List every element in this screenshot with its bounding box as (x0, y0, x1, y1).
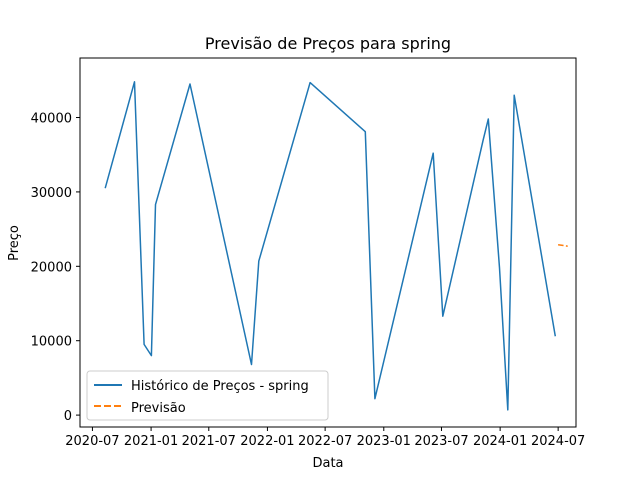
x-tick-label: 2022-01 (240, 434, 294, 449)
series-line-forecast (557, 243, 568, 247)
plot-frame (79, 57, 577, 428)
y-tick-label: 10000 (31, 335, 72, 350)
y-tick-label: 20000 (31, 260, 72, 275)
x-tick-label: 2023-01 (357, 434, 411, 449)
legend: Histórico de Preços - spring Previsão (86, 370, 329, 421)
x-tick-label: 2024-07 (531, 434, 585, 449)
x-axis-label: Data (312, 456, 343, 471)
x-axis-ticks: 2020-07 2021-01 2021-07 2022-01 2022-07 2023-… (65, 427, 585, 449)
legend-label-history: Histórico de Preços - spring (131, 379, 309, 394)
plot-area (80, 58, 576, 427)
x-tick-label: 2022-07 (298, 434, 352, 449)
y-axis-ticks: 0 10000 20000 30000 40000 (31, 112, 80, 424)
x-tick-label: 2020-07 (65, 434, 119, 449)
x-tick-label: 2021-01 (124, 434, 178, 449)
legend-label-forecast: Previsão (131, 401, 186, 416)
y-tick-label: 40000 (31, 112, 72, 127)
series-line-history (104, 81, 557, 411)
x-tick-label: 2023-07 (414, 434, 468, 449)
x-tick-label: 2021-07 (182, 434, 236, 449)
chart-title: Previsão de Preços para spring (205, 34, 451, 53)
legend-box (86, 370, 329, 421)
x-tick-label: 2024-01 (473, 434, 527, 449)
y-axis-label: Preço (7, 225, 22, 261)
series-layer (104, 81, 568, 411)
y-tick-label: 30000 (31, 186, 72, 201)
y-tick-label: 0 (64, 409, 72, 424)
